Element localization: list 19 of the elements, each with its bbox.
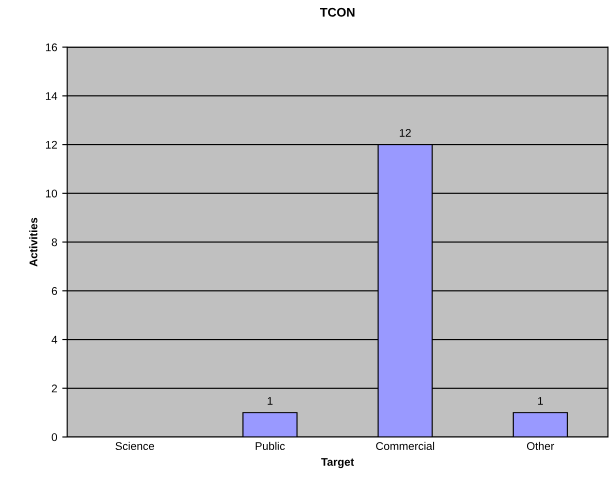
chart-title: TCON [320,8,354,17]
data-label: 1 [268,397,273,405]
x-tick-label: Commercial [376,442,434,450]
y-tick-label: 4 [52,336,58,344]
y-tick-label: 6 [52,287,57,295]
y-tick-label: 8 [52,238,58,246]
x-tick-label: Public [256,442,285,450]
x-tick-label: Other [526,442,554,450]
y-tick-label: 12 [46,140,57,149]
data-label: 1 [538,397,543,405]
x-axis-title: Target [321,458,354,468]
y-tick-label: 0 [52,433,58,442]
y-tick-label: 14 [46,92,58,100]
y-tick-label: 10 [46,190,58,198]
data-label: 12 [400,128,411,137]
y-tick-label: 2 [52,384,57,392]
x-tick-label: Science [116,442,154,450]
y-axis-title: Activities [29,218,38,266]
y-tick-label: 16 [46,43,57,52]
